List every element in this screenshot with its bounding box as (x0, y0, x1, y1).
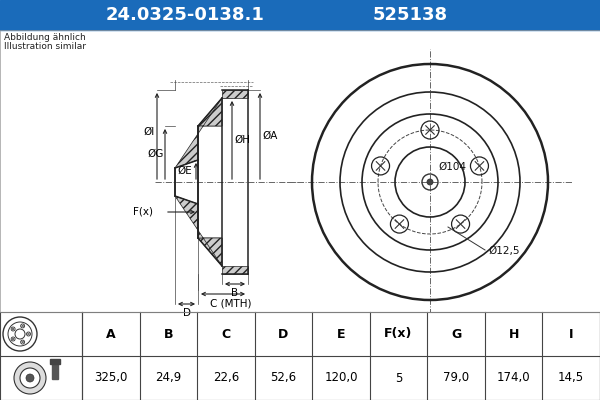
Text: ØE: ØE (177, 166, 192, 176)
Text: F(x): F(x) (133, 207, 153, 217)
Text: 120,0: 120,0 (324, 372, 358, 384)
Text: ØG: ØG (148, 149, 164, 159)
Text: 52,6: 52,6 (271, 372, 296, 384)
Polygon shape (175, 196, 222, 266)
Circle shape (26, 374, 34, 382)
Text: C: C (221, 328, 230, 340)
Text: B: B (164, 328, 173, 340)
Text: ØH: ØH (234, 135, 250, 145)
Text: 525138: 525138 (373, 6, 448, 24)
Text: 5: 5 (395, 372, 402, 384)
Bar (0, 0, 600, 30)
Bar (0, 30, 600, 312)
Bar (50, 359, 60, 364)
Text: 22,6: 22,6 (213, 372, 239, 384)
Polygon shape (198, 98, 222, 126)
Text: 174,0: 174,0 (497, 372, 530, 384)
Text: C (MTH): C (MTH) (210, 298, 252, 308)
Circle shape (20, 368, 40, 388)
Text: 24.0325-0138.1: 24.0325-0138.1 (106, 6, 265, 24)
Text: Illustration similar: Illustration similar (4, 42, 86, 51)
Text: ØA: ØA (262, 131, 277, 141)
Bar (52, 364, 58, 379)
Text: 325,0: 325,0 (94, 372, 127, 384)
Polygon shape (222, 90, 248, 98)
Text: B: B (232, 288, 239, 298)
Polygon shape (222, 266, 248, 274)
Circle shape (427, 179, 433, 185)
Text: 14,5: 14,5 (558, 372, 584, 384)
Text: F(x): F(x) (385, 328, 413, 340)
Circle shape (14, 362, 46, 394)
Text: D: D (278, 328, 289, 340)
Polygon shape (175, 98, 222, 168)
Polygon shape (198, 238, 222, 266)
Bar (0, 30, 600, 312)
Bar (0, 312, 600, 400)
Text: G: G (451, 328, 461, 340)
Text: Ø104: Ø104 (438, 162, 466, 172)
Text: 79,0: 79,0 (443, 372, 469, 384)
Text: I: I (569, 328, 574, 340)
Text: Ø12,5: Ø12,5 (488, 246, 520, 256)
Text: H: H (508, 328, 519, 340)
Text: Abbildung ähnlich: Abbildung ähnlich (4, 33, 86, 42)
Text: ØI: ØI (144, 126, 155, 136)
Text: 24,9: 24,9 (155, 372, 181, 384)
Text: A: A (106, 328, 116, 340)
Text: D: D (182, 308, 191, 318)
Text: E: E (337, 328, 345, 340)
